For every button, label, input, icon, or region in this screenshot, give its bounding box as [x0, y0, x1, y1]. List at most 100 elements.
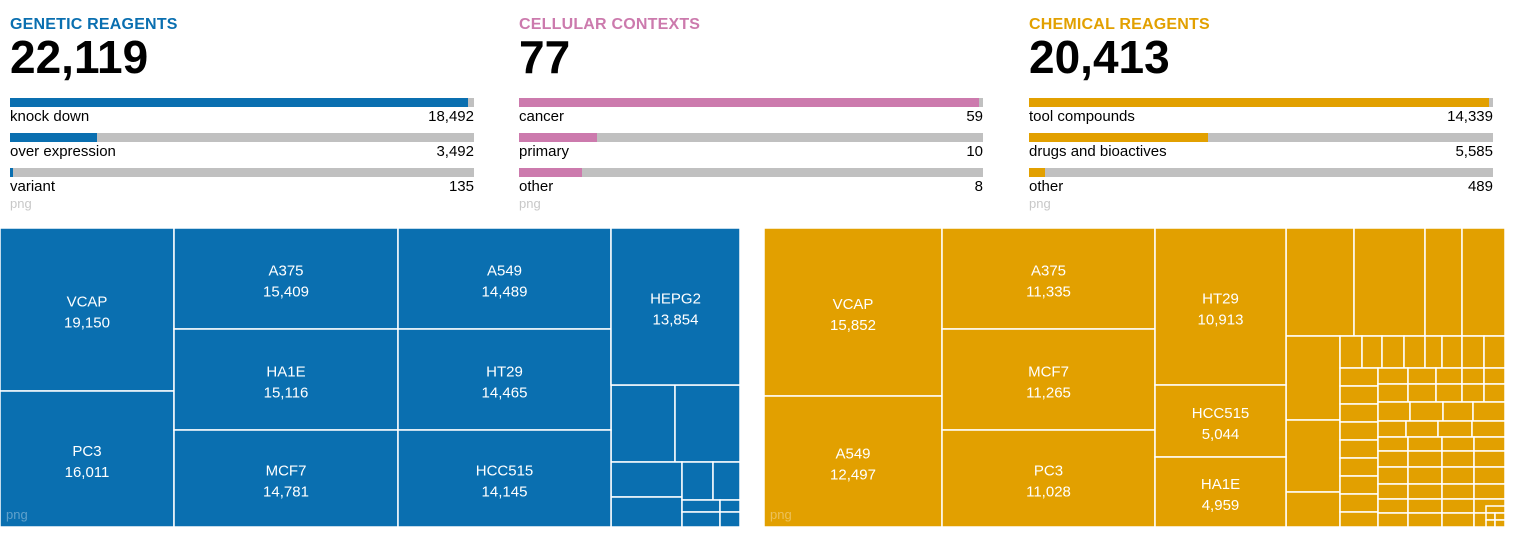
treemap-cell — [1285, 491, 1341, 527]
treemap-cell-value: 19,150 — [64, 315, 110, 332]
treemap-cell-value: 10,913 — [1198, 312, 1244, 329]
png-link[interactable]: png — [1029, 196, 1051, 211]
bar-value: 18,492 — [428, 108, 474, 125]
treemap-cell-name: HT29 — [486, 364, 523, 381]
png-link[interactable]: png — [519, 196, 541, 211]
bar-row[interactable]: tool compounds 14,339 — [1029, 98, 1493, 132]
treemap-cell — [1377, 512, 1409, 527]
bar-row[interactable]: other 8 — [519, 168, 983, 202]
treemap-cell — [1407, 383, 1437, 403]
treemap-cell — [1377, 436, 1409, 452]
treemap-cell — [1361, 335, 1383, 369]
treemap-cell-name: A375 — [268, 263, 303, 280]
treemap-cell — [1353, 228, 1426, 337]
treemap-cell-value: 13,854 — [653, 312, 699, 329]
bar-value: 8 — [974, 178, 983, 195]
png-link[interactable]: png — [6, 507, 28, 522]
treemap-cell — [1377, 383, 1409, 403]
treemap-cell — [1409, 401, 1444, 422]
treemap-cell — [1339, 439, 1379, 459]
bar-track — [519, 133, 983, 142]
treemap-cell-value: 14,489 — [482, 284, 528, 301]
bar-row[interactable]: cancer 59 — [519, 98, 983, 132]
treemap-cell — [1407, 466, 1443, 485]
treemap-cell — [719, 511, 740, 527]
treemap-cell-name: MCF7 — [1028, 364, 1069, 381]
treemap-cell — [1483, 367, 1505, 385]
bar-track — [10, 98, 474, 107]
treemap-cell — [1339, 385, 1379, 405]
treemap-cell — [1424, 335, 1443, 369]
bar-track — [1029, 133, 1493, 142]
panel-heading: GENETIC REAGENTS — [10, 16, 178, 33]
bar-fill — [10, 168, 14, 177]
treemap-cell — [1339, 421, 1379, 441]
treemap-cell-name: PC3 — [1034, 463, 1063, 480]
bar-fill — [1029, 168, 1045, 177]
treemap-cell — [1441, 466, 1475, 485]
treemap-cell — [1377, 420, 1407, 438]
treemap-cell — [1461, 335, 1485, 369]
treemap-cell-name: A549 — [487, 263, 522, 280]
treemap-cell — [1154, 228, 1287, 386]
treemap-cell — [1494, 512, 1505, 521]
treemap-cell — [1407, 512, 1443, 527]
treemap-cell — [1377, 450, 1409, 468]
bar-label: other — [519, 178, 554, 195]
treemap-cell — [1441, 450, 1475, 468]
bar-row[interactable]: variant 135 — [10, 168, 474, 202]
treemap-cell — [1339, 493, 1379, 513]
bar-row[interactable]: primary 10 — [519, 133, 983, 167]
treemap-cell — [1494, 519, 1505, 527]
treemap-cell — [1441, 335, 1463, 369]
treemap-cell — [1461, 228, 1505, 337]
bar-row[interactable]: other 489 — [1029, 168, 1493, 202]
panel-heading: CHEMICAL REAGENTS — [1029, 16, 1210, 33]
bar-fill — [1029, 133, 1209, 142]
bar-fill — [519, 98, 980, 107]
treemap-cell — [1485, 512, 1496, 521]
treemap-cell — [1154, 456, 1287, 527]
treemap-cell — [1407, 498, 1443, 514]
treemap-cell — [1441, 498, 1475, 514]
treemap-cell-value: 12,497 — [830, 467, 876, 484]
genetic-treemap: VCAP 19,150 PC3 16,011 A375 15,409 HA1E 15,116 M… — [0, 228, 740, 527]
treemap-cell — [941, 228, 1156, 330]
treemap-cell — [1339, 475, 1379, 495]
bar-track — [519, 168, 983, 177]
treemap-cell — [674, 384, 740, 463]
bar-fill — [10, 133, 97, 142]
treemap-cell — [0, 390, 175, 527]
treemap-cell — [173, 228, 399, 330]
png-link[interactable]: png — [770, 507, 792, 522]
treemap-cell-value: 11,265 — [1026, 385, 1071, 402]
bar-row[interactable]: knock down 18,492 — [10, 98, 474, 132]
treemap-cell — [1403, 335, 1426, 369]
bar-value: 10 — [966, 143, 983, 160]
treemap-cell — [397, 429, 612, 527]
treemap-cell-value: 11,028 — [1026, 484, 1071, 501]
treemap-cell — [1407, 483, 1443, 500]
panel-total: 20,413 — [1029, 31, 1170, 83]
treemap-cell — [681, 511, 721, 527]
treemap-cell — [681, 461, 714, 501]
treemap-cell — [1285, 419, 1341, 493]
treemap-cell — [1407, 450, 1443, 468]
bar-row[interactable]: over expression 3,492 — [10, 133, 474, 167]
treemap-cell — [1339, 457, 1379, 477]
treemap-cell — [1285, 228, 1355, 337]
treemap-cell — [1407, 436, 1443, 452]
treemap-cell — [1441, 512, 1475, 527]
treemap-cell — [764, 395, 943, 527]
treemap-cell-value: 14,781 — [263, 484, 309, 501]
bar-label: other — [1029, 178, 1064, 195]
png-link[interactable]: png — [10, 196, 32, 211]
bar-label: tool compounds — [1029, 108, 1135, 125]
treemap-cell — [610, 496, 683, 527]
treemap-cell — [719, 499, 740, 513]
bar-row[interactable]: drugs and bioactives 5,585 — [1029, 133, 1493, 167]
treemap-cell-name: HA1E — [1201, 476, 1240, 493]
treemap-cell — [1483, 383, 1505, 403]
treemap-cell — [1461, 383, 1485, 403]
treemap-cell-name: MCF7 — [266, 463, 307, 480]
